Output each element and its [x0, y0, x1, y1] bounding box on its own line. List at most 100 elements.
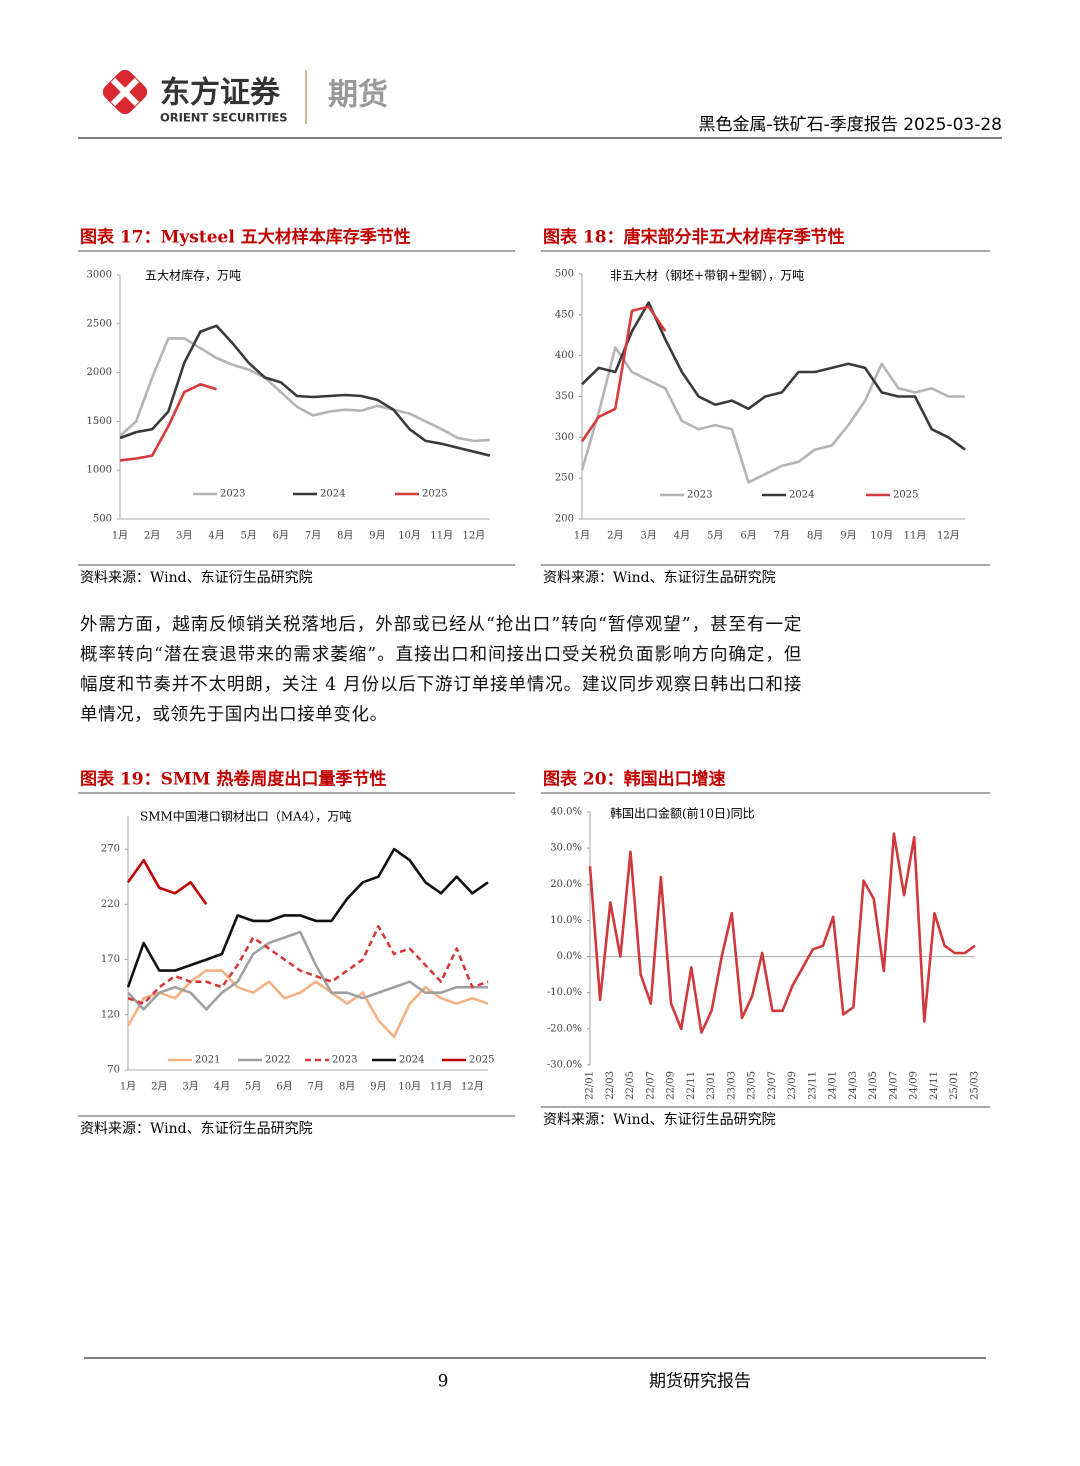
- legend-label: 2025: [469, 1055, 494, 1066]
- x-tick-label: 22/01: [585, 1071, 596, 1100]
- y-tick-label: -30.0%: [547, 1060, 582, 1071]
- source: 资料来源：Wind、东证衍生品研究院: [80, 570, 313, 586]
- legend-label: 2023: [687, 490, 712, 501]
- y-tick-label: 2000: [87, 367, 112, 378]
- chart-subtitle: 非五大材（钢坯+带钢+型钢），万吨: [610, 269, 804, 283]
- figure-title: 图表 17：Mysteel 五大材样本库存季节性: [80, 227, 411, 248]
- series-line: [588, 832, 976, 1034]
- y-tick-label: 270: [101, 844, 120, 855]
- series-line: [126, 858, 208, 906]
- y-tick-label: 0.0%: [557, 951, 582, 962]
- y-tick-label: 30.0%: [550, 843, 582, 854]
- legend-label: 2023: [220, 489, 245, 500]
- y-tick-label: 200: [555, 514, 574, 525]
- y-tick-label: 3000: [87, 270, 112, 281]
- chart-subtitle: 五大材库存，万吨: [145, 268, 241, 283]
- source: 资料来源：Wind、东证衍生品研究院: [80, 1121, 313, 1137]
- x-tick-label: 4月: [208, 530, 224, 542]
- x-tick-label: 22/07: [645, 1071, 656, 1100]
- x-tick-label: 9月: [370, 1081, 386, 1093]
- x-tick-label: 24/09: [909, 1071, 920, 1100]
- legend-label: 2021: [195, 1055, 220, 1066]
- y-tick-label: 10.0%: [550, 915, 582, 926]
- y-tick-label: 300: [555, 432, 574, 443]
- y-tick-label: 1000: [87, 465, 112, 476]
- x-tick-label: 10月: [398, 530, 421, 542]
- x-tick-label: 5月: [245, 1081, 261, 1093]
- series-line: [126, 969, 489, 1039]
- x-tick-label: 23/09: [787, 1071, 798, 1100]
- y-tick-label: 350: [555, 391, 574, 402]
- source: 资料来源：Wind、东证衍生品研究院: [543, 1112, 776, 1128]
- y-tick-label: 1500: [87, 416, 112, 427]
- x-tick-label: 12月: [461, 1081, 484, 1093]
- x-tick-label: 22/11: [686, 1071, 697, 1100]
- x-tick-label: 6月: [276, 1081, 292, 1093]
- x-tick-label: 3月: [182, 1081, 198, 1093]
- x-tick-label: 3月: [176, 530, 192, 542]
- series-line: [127, 930, 488, 1011]
- x-tick-label: 12月: [937, 530, 960, 542]
- x-tick-label: 22/05: [625, 1071, 636, 1100]
- x-tick-label: 24/05: [868, 1071, 879, 1100]
- figure-title: 图表 18：唐宋部分非五大材库存季节性: [543, 227, 845, 248]
- x-tick-label: 23/11: [807, 1071, 818, 1100]
- brand-en: ORIENT SECURITIES: [160, 111, 288, 125]
- x-tick-label: 25/01: [949, 1071, 960, 1100]
- x-tick-label: 2月: [151, 1081, 167, 1093]
- x-tick-label: 11月: [904, 530, 927, 542]
- y-tick-label: 20.0%: [550, 879, 582, 890]
- division: 期货: [328, 78, 388, 113]
- x-tick-label: 11月: [430, 1081, 453, 1093]
- x-tick-label: 4月: [674, 530, 690, 542]
- x-tick-label: 6月: [740, 530, 756, 542]
- paragraph: 外需方面，越南反倾销关税落地后，外部或已经从“抢出口”转向“暂停观望”，甚至有一…: [80, 615, 802, 725]
- x-tick-label: 1月: [120, 1081, 136, 1093]
- x-tick-label: 9月: [369, 530, 385, 542]
- x-tick-label: 7月: [305, 530, 321, 542]
- footer-label: 期货研究报告: [649, 1372, 751, 1392]
- x-tick-label: 11月: [430, 530, 453, 542]
- series-line: [580, 305, 667, 443]
- x-tick-label: 24/11: [929, 1071, 940, 1100]
- brand-cn: 东方证券: [160, 76, 281, 111]
- y-tick-label: -10.0%: [547, 987, 582, 998]
- x-tick-label: 2月: [144, 530, 160, 542]
- x-tick-label: 2月: [607, 530, 623, 542]
- page-number: 9: [438, 1372, 449, 1392]
- legend-label: 2024: [399, 1055, 424, 1066]
- legend-label: 2023: [332, 1055, 357, 1066]
- series-line: [119, 324, 491, 457]
- x-tick-label: 23/01: [706, 1071, 717, 1100]
- y-tick-label: 2500: [87, 318, 112, 329]
- y-tick-label: 400: [555, 350, 574, 361]
- x-tick-label: 5月: [707, 530, 723, 542]
- x-tick-label: 23/07: [767, 1071, 778, 1100]
- x-tick-label: 7月: [774, 530, 790, 542]
- x-tick-label: 6月: [273, 530, 289, 542]
- series-line: [127, 925, 489, 1005]
- source: 资料来源：Wind、东证衍生品研究院: [543, 570, 776, 586]
- logo: [102, 69, 148, 115]
- x-tick-label: 8月: [337, 530, 353, 542]
- x-tick-label: 24/01: [828, 1071, 839, 1100]
- y-tick-label: 40.0%: [550, 807, 582, 818]
- x-tick-label: 22/09: [666, 1071, 677, 1100]
- y-tick-label: 450: [555, 309, 574, 320]
- x-tick-label: 1月: [112, 530, 128, 542]
- x-tick-label: 24/03: [848, 1071, 859, 1100]
- chart-subtitle: SMM中国港口钢材出口（MA4），万吨: [140, 809, 351, 824]
- x-tick-label: 8月: [807, 530, 823, 542]
- x-tick-label: 10月: [398, 1081, 421, 1093]
- x-tick-label: 5月: [241, 530, 257, 542]
- y-tick-label: 220: [101, 899, 120, 910]
- x-tick-label: 1月: [574, 530, 590, 542]
- y-tick-label: 250: [555, 473, 574, 484]
- x-tick-label: 8月: [339, 1081, 355, 1093]
- legend-label: 2025: [422, 489, 447, 500]
- legend-label: 2025: [893, 490, 918, 501]
- y-tick-label: 170: [101, 954, 120, 965]
- x-tick-label: 4月: [214, 1081, 230, 1093]
